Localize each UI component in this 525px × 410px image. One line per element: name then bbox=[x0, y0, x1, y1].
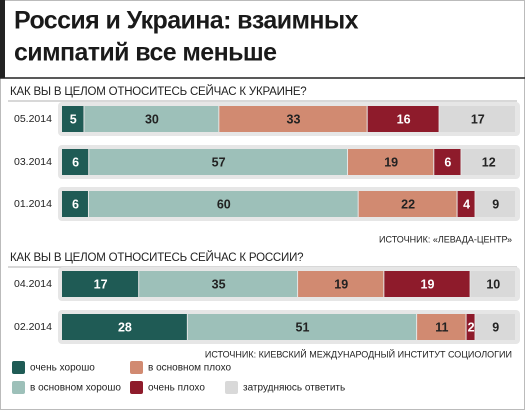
value-label: 17 bbox=[471, 112, 485, 126]
value-label: 11 bbox=[435, 320, 448, 334]
value-label: 6 bbox=[72, 155, 79, 169]
legend-swatch bbox=[12, 381, 25, 394]
question: КАК ВЫ В ЦЕЛОМ ОТНОСИТЕСЬ СЕЙЧАС К УКРАИ… bbox=[10, 85, 306, 98]
row-label: 02.2014 bbox=[14, 321, 52, 333]
value-label: 6 bbox=[72, 197, 79, 211]
value-label: 19 bbox=[334, 277, 348, 291]
value-label: 57 bbox=[212, 155, 226, 169]
value-label: 5 bbox=[70, 112, 77, 126]
row-label: 04.2014 bbox=[14, 278, 52, 290]
legend-label: в основном хорошо bbox=[30, 383, 121, 394]
legend-swatch bbox=[225, 381, 238, 394]
title-line: симпатий все меньше bbox=[14, 39, 277, 67]
bar-segment bbox=[439, 106, 515, 132]
legend-label: очень плохо bbox=[148, 383, 205, 394]
value-label: 4 bbox=[463, 197, 470, 211]
bar-segment bbox=[219, 106, 367, 132]
bar-segment bbox=[461, 149, 515, 175]
value-label: 9 bbox=[492, 197, 499, 211]
legend-label: очень хорошо bbox=[30, 363, 95, 374]
value-label: 17 bbox=[94, 277, 108, 291]
value-label: 10 bbox=[486, 277, 500, 291]
bar-segment bbox=[348, 149, 434, 175]
bar-segment bbox=[475, 191, 515, 217]
bar-segment bbox=[62, 314, 187, 340]
bar-segment bbox=[475, 314, 515, 340]
bar-segment bbox=[358, 191, 457, 217]
bar-segment bbox=[84, 106, 219, 132]
bar-segment bbox=[62, 191, 88, 217]
bar-segment bbox=[457, 191, 475, 217]
legend-label: затрудняюсь ответить bbox=[243, 383, 345, 394]
bar-segment bbox=[384, 271, 470, 297]
legend-swatch bbox=[12, 361, 25, 374]
value-label: 19 bbox=[421, 277, 435, 291]
bar-segment bbox=[139, 271, 298, 297]
bar-segment bbox=[298, 271, 384, 297]
value-label: 19 bbox=[384, 155, 398, 169]
bar-segment bbox=[62, 271, 139, 297]
bar-segment bbox=[466, 314, 475, 340]
title-accent bbox=[0, 0, 5, 78]
row-label: 05.2014 bbox=[14, 113, 52, 125]
value-label: 51 bbox=[296, 320, 310, 334]
legend-label: в основном плохо bbox=[148, 363, 231, 374]
value-label: 16 bbox=[397, 112, 411, 126]
title-line: Россия и Украина: взаимных bbox=[14, 7, 359, 35]
value-label: 12 bbox=[482, 155, 496, 169]
value-label: 33 bbox=[287, 112, 301, 126]
bar-segment bbox=[88, 191, 358, 217]
value-label: 35 bbox=[212, 277, 226, 291]
value-label: 28 bbox=[118, 320, 132, 334]
bar-segment bbox=[434, 149, 461, 175]
row-label: 01.2014 bbox=[14, 198, 52, 210]
value-label: 9 bbox=[492, 320, 499, 334]
legend-swatch bbox=[130, 381, 143, 394]
value-label: 60 bbox=[217, 197, 231, 211]
bar-segment bbox=[470, 271, 515, 297]
value-label: 6 bbox=[444, 155, 451, 169]
bar-segment bbox=[62, 106, 84, 132]
legend-swatch bbox=[130, 361, 143, 374]
question: КАК ВЫ В ЦЕЛОМ ОТНОСИТЕСЬ СЕЙЧАС К РОССИ… bbox=[10, 251, 303, 264]
bar-segment bbox=[62, 149, 89, 175]
value-label: 30 bbox=[145, 112, 159, 126]
source: ИСТОЧНИК: КИЕВСКИЙ МЕЖДУНАРОДНЫЙ ИНСТИТУ… bbox=[205, 348, 512, 359]
bar-segment bbox=[367, 106, 439, 132]
value-label: 22 bbox=[401, 197, 415, 211]
bar-segment bbox=[417, 314, 466, 340]
source: ИСТОЧНИК: «ЛЕВАДА-ЦЕНТР» bbox=[379, 234, 512, 244]
bar-segment bbox=[89, 149, 348, 175]
row-label: 03.2014 bbox=[14, 156, 52, 168]
bar-segment bbox=[187, 314, 417, 340]
value-label: 2 bbox=[468, 320, 475, 334]
